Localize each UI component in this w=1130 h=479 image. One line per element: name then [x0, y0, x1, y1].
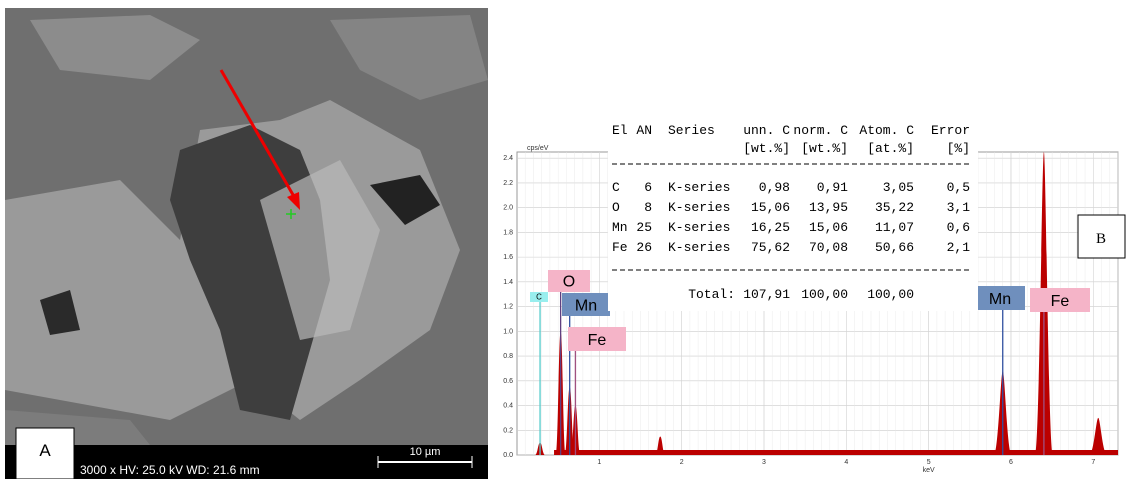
table-cell: 3,1	[947, 200, 971, 215]
table-cell: 16,25	[751, 220, 790, 235]
y-tick-label: 0.8	[503, 353, 513, 360]
x-tick-label: 4	[844, 459, 848, 466]
y-tick-label: 1.8	[503, 229, 513, 236]
table-cell: 2,1	[947, 240, 971, 255]
table-cell: 0,98	[759, 180, 790, 195]
y-tick-label: 2.0	[503, 205, 513, 212]
table-cell: C	[612, 180, 620, 195]
element-tag: Mn	[575, 297, 597, 314]
y-tick-label: 2.4	[503, 155, 513, 162]
y-tick-label: 0.0	[503, 452, 513, 459]
total-label: Total:	[688, 287, 735, 302]
table-cell: 25	[636, 220, 652, 235]
total-value: 100,00	[867, 287, 914, 302]
x-tick-label: 3	[762, 459, 766, 466]
element-tag: O	[563, 274, 575, 291]
sem-info: 3000 x HV: 25.0 kV WD: 21.6 mm	[80, 463, 260, 477]
table-cell: Mn	[612, 220, 628, 235]
table-cell: 0,5	[947, 180, 970, 195]
y-axis-label: cps/eV	[527, 145, 549, 152]
total-value: 107,91	[743, 287, 790, 302]
sem-image: A 3000 x HV: 25.0 kV WD: 21.6 mm 10 µm	[5, 8, 488, 479]
x-tick-label: 5	[927, 459, 931, 466]
table-header: Series	[668, 123, 715, 138]
table-cell: 15,06	[751, 200, 790, 215]
x-tick-label: 1	[597, 459, 601, 466]
y-tick-label: 2.2	[503, 180, 513, 187]
table-header: El	[612, 123, 628, 138]
table-cell: 70,08	[809, 240, 848, 255]
table-cell: K-series	[668, 180, 730, 195]
element-tag: Mn	[989, 291, 1011, 308]
y-tick-label: 0.4	[503, 403, 513, 410]
result-table-bg	[608, 115, 978, 311]
table-unit: [%]	[947, 141, 970, 156]
table-cell: 15,06	[809, 220, 848, 235]
table-header: unn. C	[743, 123, 790, 138]
table-cell: K-series	[668, 240, 730, 255]
x-tick-label: 7	[1091, 459, 1095, 466]
background-counts	[554, 450, 1118, 455]
element-tag: C	[536, 293, 542, 302]
table-cell: O	[612, 200, 620, 215]
table-cell: Fe	[612, 240, 628, 255]
table-header: Error	[931, 123, 970, 138]
table-cell: 8	[644, 200, 652, 215]
eds-spectrum: 0.0 0.2 0.4 0.6 0.8 1.0 1.2 1.4 1.6 1.8 2.0 2.2 2.4 1…	[503, 115, 1125, 474]
table-cell: K-series	[668, 220, 730, 235]
table-header: norm. C	[793, 123, 848, 138]
panel-label: A	[39, 441, 51, 460]
table-cell: 6	[644, 180, 652, 195]
table-unit: [wt.%]	[801, 141, 848, 156]
table-cell: 13,95	[809, 200, 848, 215]
panel-label: B	[1096, 231, 1106, 247]
element-tag: Fe	[1051, 293, 1070, 310]
y-tick-label: 0.2	[503, 427, 513, 434]
total-value: 100,00	[801, 287, 848, 302]
y-tick-label: 1.0	[503, 328, 513, 335]
table-unit: [wt.%]	[743, 141, 790, 156]
table-cell: K-series	[668, 200, 730, 215]
x-axis-label: keV	[923, 467, 935, 474]
table-cell: 0,91	[817, 180, 848, 195]
y-tick-label: 1.6	[503, 254, 513, 261]
table-header: AN	[636, 123, 652, 138]
table-cell: 11,07	[875, 220, 914, 235]
y-tick-label: 1.2	[503, 304, 513, 311]
x-tick-label: 2	[680, 459, 684, 466]
scale-bar-label: 10 µm	[410, 446, 441, 458]
table-unit: [at.%]	[867, 141, 914, 156]
figure: A 3000 x HV: 25.0 kV WD: 21.6 mm 10 µm 0…	[0, 0, 1130, 479]
table-header: Atom. C	[859, 123, 914, 138]
table-cell: 3,05	[883, 180, 914, 195]
table-cell: 50,66	[875, 240, 914, 255]
table-cell: 75,62	[751, 240, 790, 255]
table-cell: 35,22	[875, 200, 914, 215]
y-tick-label: 1.4	[503, 279, 513, 286]
x-tick-label: 6	[1009, 459, 1013, 466]
element-tag: Fe	[588, 332, 607, 349]
table-cell: 0,6	[947, 220, 970, 235]
y-tick-label: 0.6	[503, 378, 513, 385]
table-cell: 26	[636, 240, 652, 255]
